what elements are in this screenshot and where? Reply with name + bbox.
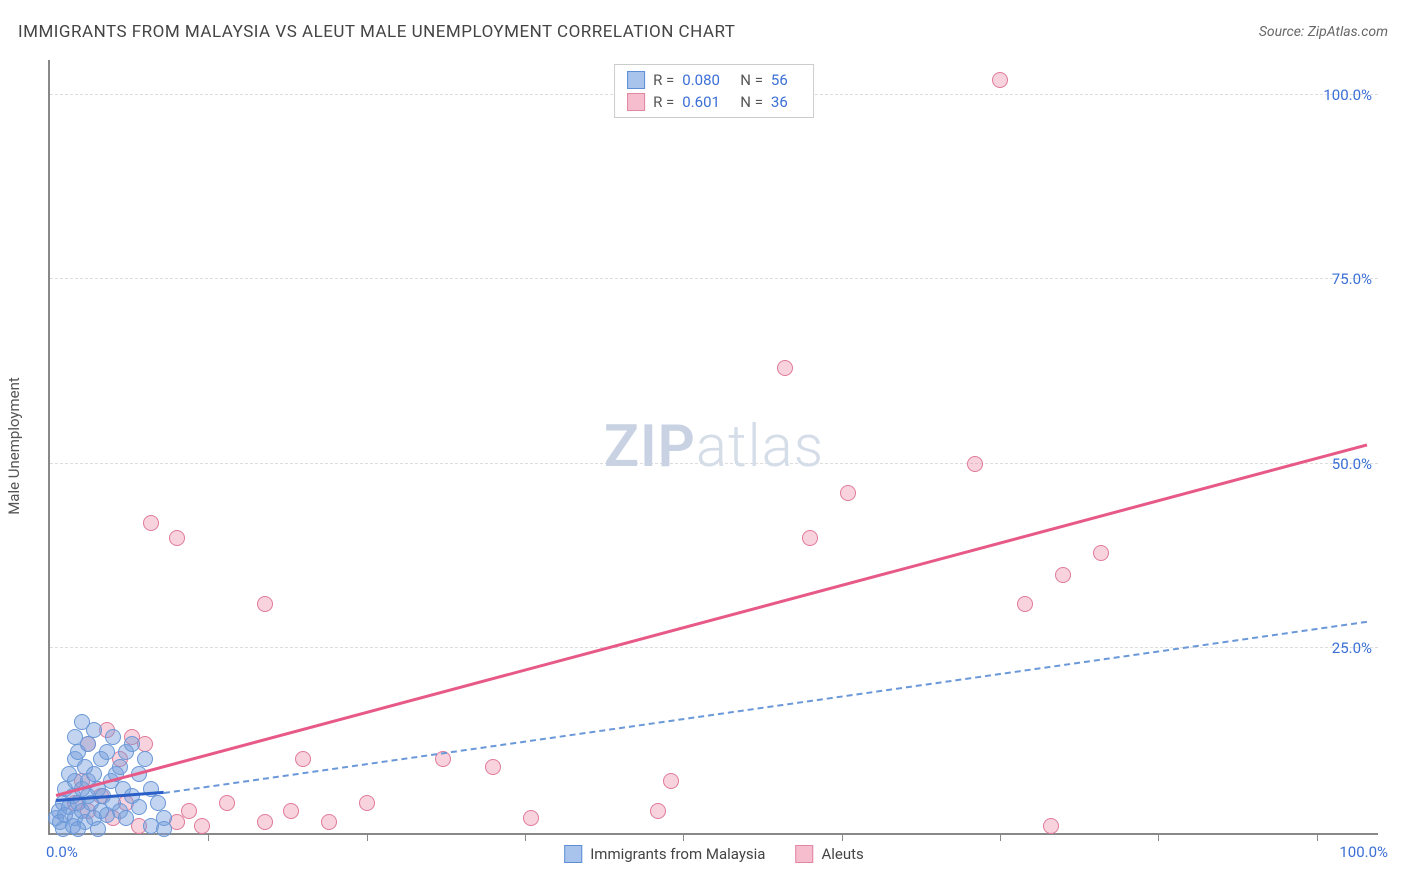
data-point-blue	[124, 736, 140, 752]
y-tick-label: 25.0%	[1332, 639, 1372, 657]
trend-line	[56, 443, 1368, 796]
swatch-blue	[564, 845, 582, 863]
data-point-blue	[137, 751, 153, 767]
x-tick-mark	[1000, 833, 1001, 841]
n-value-pink: 36	[771, 93, 801, 111]
data-point-blue	[86, 766, 102, 782]
n-value-blue: 56	[771, 71, 801, 89]
data-point-blue	[118, 810, 134, 826]
x-tick-mark	[525, 833, 526, 841]
correlation-legend: R = 0.080 N = 56 R = 0.601 N = 36	[614, 64, 814, 118]
data-point-blue	[70, 821, 86, 837]
series-legend: Immigrants from Malaysia Aleuts	[564, 845, 864, 863]
r-value-pink: 0.601	[682, 93, 732, 111]
data-point-pink	[663, 773, 679, 789]
y-tick-label: 75.0%	[1332, 270, 1372, 288]
data-point-pink	[219, 795, 235, 811]
x-end-label: 100.0%	[1339, 843, 1388, 861]
y-tick-label: 100.0%	[1323, 86, 1372, 104]
data-point-pink	[1017, 596, 1033, 612]
data-point-pink	[169, 530, 185, 546]
data-point-pink	[992, 72, 1008, 88]
data-point-pink	[359, 795, 375, 811]
swatch-pink	[627, 93, 645, 111]
x-origin-label: 0.0%	[46, 843, 78, 861]
scatter-plot-area: ZIPatlas R = 0.080 N = 56 R = 0.601 N = …	[48, 60, 1378, 835]
x-tick-mark	[842, 833, 843, 841]
data-point-blue	[80, 736, 96, 752]
x-tick-mark	[208, 833, 209, 841]
data-point-blue	[112, 759, 128, 775]
gridline	[50, 278, 1378, 279]
data-point-pink	[181, 803, 197, 819]
r-value-blue: 0.080	[682, 71, 732, 89]
data-point-pink	[321, 814, 337, 830]
data-point-pink	[523, 810, 539, 826]
n-label: N =	[740, 71, 763, 89]
n-label: N =	[740, 93, 763, 111]
swatch-blue	[627, 71, 645, 89]
data-point-pink	[257, 596, 273, 612]
r-label: R =	[653, 93, 674, 111]
y-tick-label: 50.0%	[1332, 455, 1372, 473]
legend-item-blue: Immigrants from Malaysia	[564, 845, 765, 863]
data-point-pink	[194, 818, 210, 834]
data-point-blue	[131, 799, 147, 815]
legend-row-blue: R = 0.080 N = 56	[627, 69, 801, 91]
data-point-blue	[90, 821, 106, 837]
data-point-pink	[1055, 567, 1071, 583]
legend-item-pink: Aleuts	[795, 845, 863, 863]
data-point-blue	[150, 795, 166, 811]
data-point-pink	[485, 759, 501, 775]
x-tick-mark	[1317, 833, 1318, 841]
data-point-blue	[99, 744, 115, 760]
data-point-pink	[1093, 545, 1109, 561]
data-point-pink	[650, 803, 666, 819]
data-point-pink	[257, 814, 273, 830]
legend-row-pink: R = 0.601 N = 36	[627, 91, 801, 113]
data-point-pink	[143, 515, 159, 531]
data-point-pink	[802, 530, 818, 546]
data-point-blue	[86, 722, 102, 738]
y-axis-label: Male Unemployment	[5, 377, 23, 515]
data-point-pink	[840, 485, 856, 501]
data-point-pink	[777, 360, 793, 376]
data-point-pink	[295, 751, 311, 767]
data-point-pink	[283, 803, 299, 819]
x-tick-mark	[367, 833, 368, 841]
data-point-pink	[1043, 818, 1059, 834]
swatch-pink	[795, 845, 813, 863]
watermark: ZIPatlas	[604, 413, 824, 481]
chart-title: IMMIGRANTS FROM MALAYSIA VS ALEUT MALE U…	[18, 22, 735, 42]
series-label-blue: Immigrants from Malaysia	[590, 845, 765, 863]
gridline	[50, 463, 1378, 464]
data-point-blue	[105, 729, 121, 745]
x-tick-mark	[683, 833, 684, 841]
data-point-blue	[156, 821, 172, 837]
data-point-pink	[967, 456, 983, 472]
source-attribution: Source: ZipAtlas.com	[1259, 24, 1388, 40]
x-tick-mark	[1158, 833, 1159, 841]
series-label-pink: Aleuts	[821, 845, 863, 863]
r-label: R =	[653, 71, 674, 89]
